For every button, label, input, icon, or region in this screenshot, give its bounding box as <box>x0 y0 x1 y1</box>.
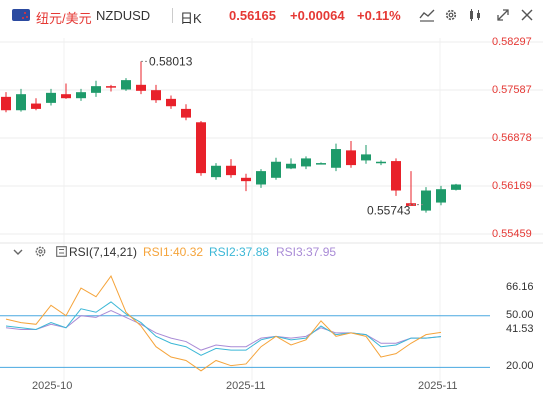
last-price: 0.56165 <box>229 8 276 23</box>
candle-body <box>166 98 176 107</box>
rsi3-line <box>5 309 442 351</box>
candle-body <box>331 149 341 168</box>
symbol-header: 纽元/美元 NZDUSD 日K 0.56165 +0.00064 +0.11% <box>0 0 543 32</box>
candle-body <box>271 161 281 178</box>
indicator-settings-icon[interactable] <box>34 245 47 261</box>
candle-body <box>436 189 446 203</box>
price-axis-label: 0.56878 <box>492 132 532 144</box>
nz-flag-icon <box>12 9 30 21</box>
candle-body <box>91 86 101 93</box>
candle-body <box>316 163 326 165</box>
candle-body <box>31 103 41 109</box>
low-price-annotation: 0.55743 <box>367 204 411 218</box>
price-axis-label: 0.56169 <box>492 180 532 192</box>
candle-body <box>226 165 236 176</box>
rsi2-line <box>5 301 442 356</box>
candle-body <box>241 177 251 182</box>
price-axis-label: 0.55459 <box>492 228 532 240</box>
candle-body <box>121 80 131 90</box>
price-axis-label: 0.57587 <box>492 84 532 96</box>
candle-body <box>106 86 116 88</box>
candle-body <box>256 171 266 185</box>
timeframe-selector[interactable]: 日K <box>180 11 202 26</box>
rsi-axis-label: 41.53 <box>506 323 534 336</box>
candle-body <box>301 158 311 167</box>
candle-body <box>1 96 11 111</box>
rsi-axis-label: 50.00 <box>506 308 534 321</box>
candle-body <box>181 108 191 118</box>
candle-body <box>136 84 146 91</box>
indicator-select-icon[interactable] <box>56 246 67 260</box>
candle-body <box>451 184 461 190</box>
rsi-axis-label: 66.16 <box>506 280 534 293</box>
price-change-percent: +0.11% <box>357 8 401 23</box>
rsi3-label: RSI3:37.95 <box>276 245 337 259</box>
candle-body <box>406 203 416 206</box>
date-axis-label: 2025-11 <box>226 380 266 392</box>
rsi2-label: RSI2:37.88 <box>209 245 270 259</box>
candle-body <box>211 165 221 178</box>
header-divider <box>172 8 173 23</box>
candle-body <box>16 94 26 111</box>
symbol-code[interactable]: NZDUSD <box>96 8 151 23</box>
candle-body <box>286 163 296 169</box>
high-price-annotation: 0.58013 <box>149 54 193 68</box>
collapse-icon[interactable] <box>12 246 24 261</box>
rsi1-line <box>5 275 442 372</box>
indicator-icon[interactable] <box>416 5 438 25</box>
close-icon[interactable] <box>516 5 538 25</box>
settings-gear-icon[interactable] <box>440 5 462 25</box>
candle-body <box>196 122 206 174</box>
date-axis-label: 2025-10 <box>32 380 73 392</box>
candle-body <box>376 161 386 164</box>
candle-body <box>46 92 56 103</box>
fullscreen-icon[interactable] <box>492 5 514 25</box>
price-change: +0.00064 <box>290 8 345 23</box>
candle-body <box>151 90 161 101</box>
price-axis-label: 0.58297 <box>492 36 532 48</box>
candle-body <box>421 190 431 211</box>
candle-body <box>346 150 356 166</box>
candle-body <box>361 154 371 161</box>
symbol-name[interactable]: 纽元/美元 <box>36 11 92 26</box>
candle-body <box>391 161 401 191</box>
chart-type-icon[interactable] <box>464 5 486 25</box>
date-axis-label: 2025-11 <box>418 380 458 392</box>
rsi-axis-label: 20.00 <box>506 360 534 373</box>
candle-body <box>61 94 71 99</box>
indicator-name[interactable]: RSI(7,14,21) <box>69 245 138 259</box>
candle-body <box>76 92 86 99</box>
rsi1-label: RSI1:40.32 <box>143 245 204 259</box>
